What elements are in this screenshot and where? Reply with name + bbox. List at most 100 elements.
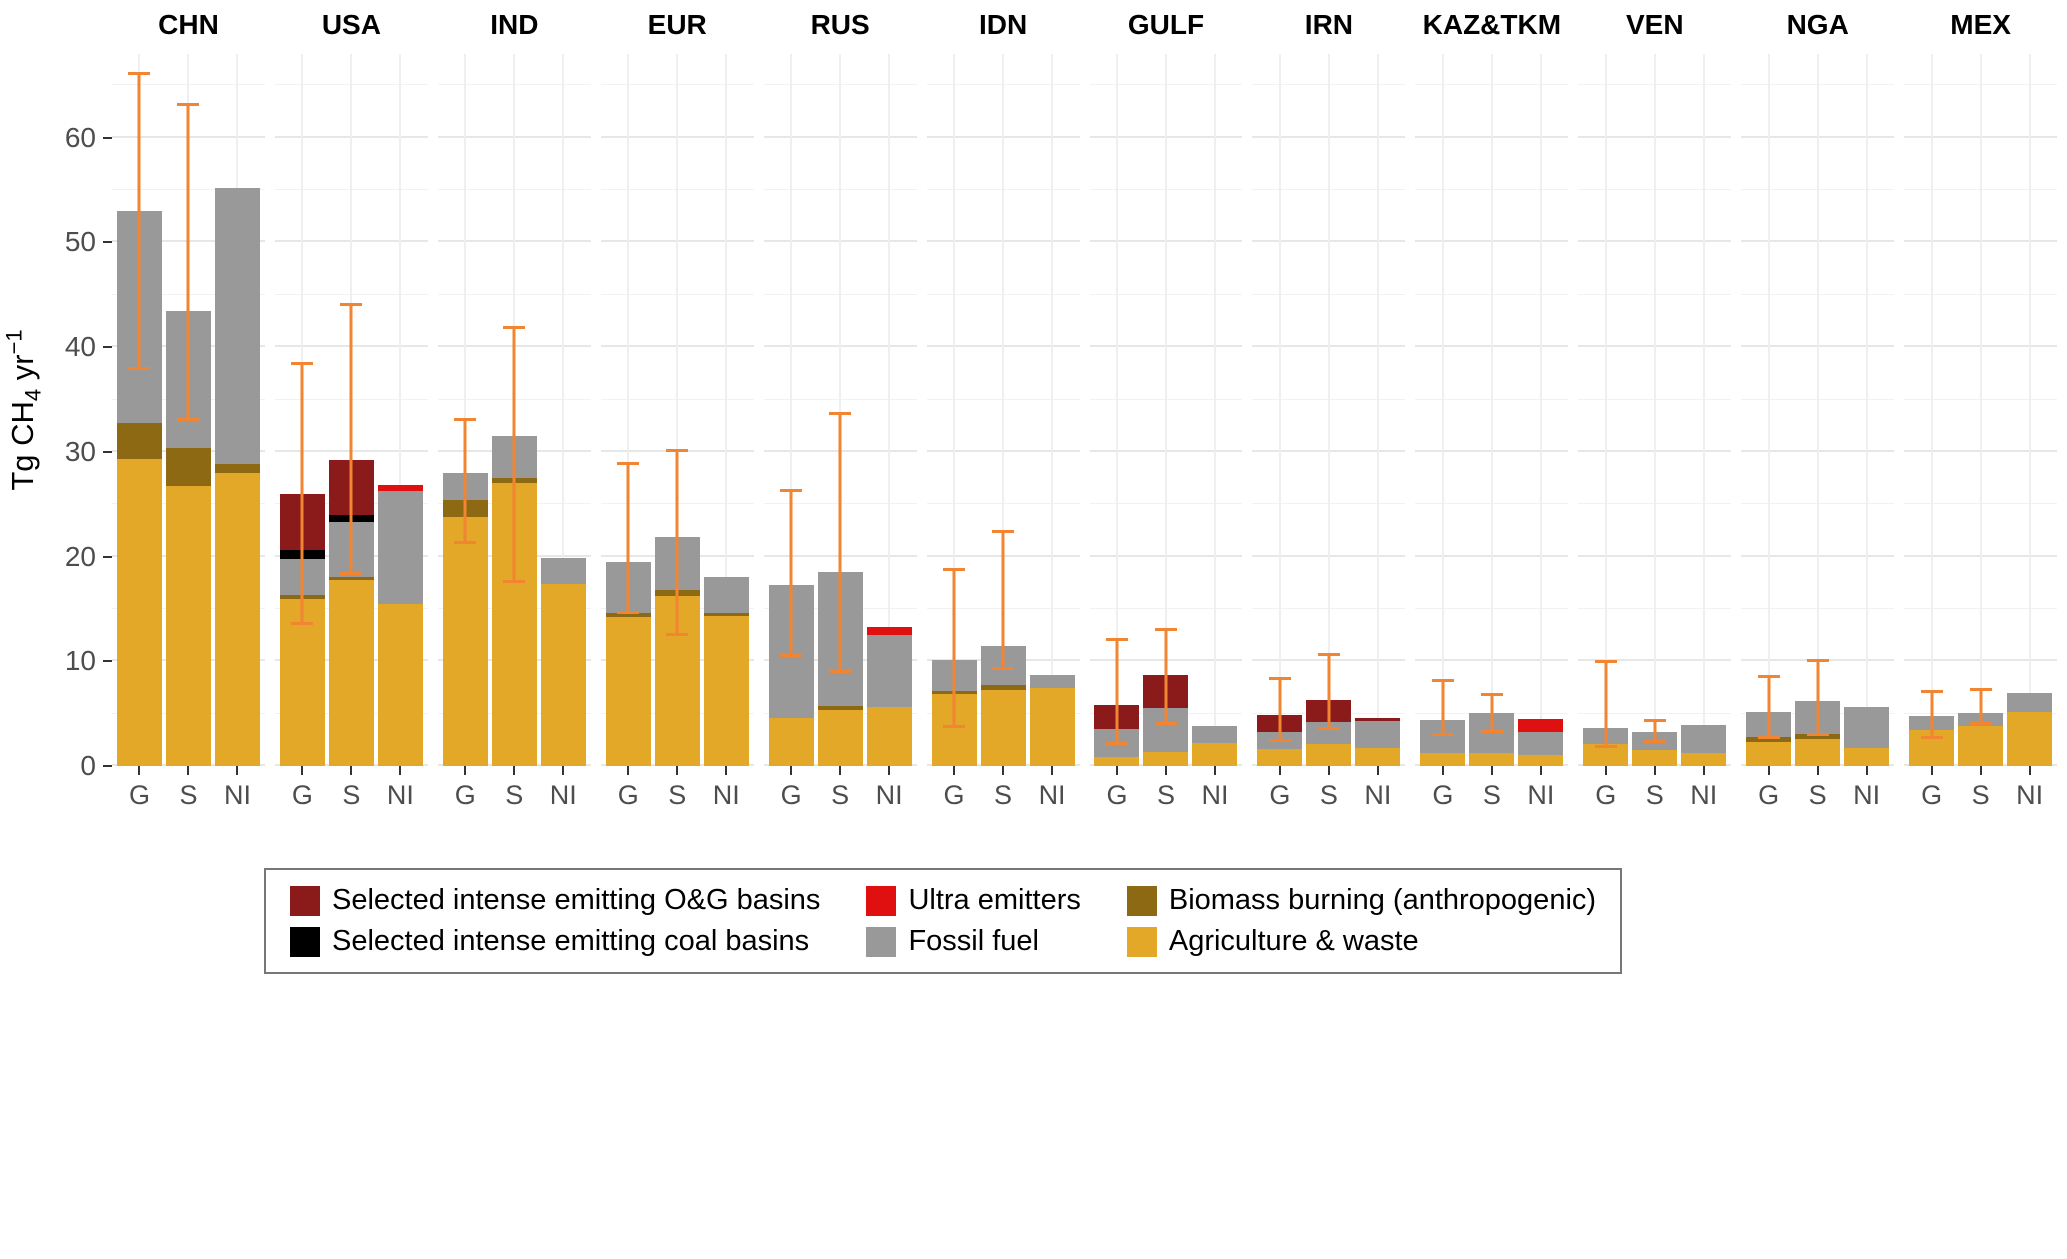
- legend: Selected intense emitting O&G basins Ultr…: [264, 868, 1623, 974]
- x-tick-mark: [1376, 766, 1379, 775]
- error-bar-cap-top: [1643, 718, 1666, 722]
- legend-label: Agriculture & waste: [1168, 925, 1419, 957]
- facet-title: IND: [490, 9, 539, 40]
- facet-title: GULF: [1127, 9, 1205, 40]
- x-tick-label: S: [1469, 766, 1514, 830]
- bar-segment-og: [1355, 717, 1401, 722]
- bar-segment-agriculture: [980, 689, 1026, 766]
- bar-S: [328, 54, 374, 766]
- x-tick-mark: [1327, 766, 1330, 775]
- x-axis: G S NI: [601, 766, 754, 830]
- bar-NI: [1681, 54, 1727, 766]
- x-tick-label: NI: [1030, 766, 1075, 830]
- error-bar-line: [1278, 677, 1282, 742]
- gridline-vertical: [1490, 54, 1493, 766]
- error-bar-cap-top: [177, 103, 200, 107]
- bar-segment-agriculture: [817, 709, 863, 766]
- error-bar-cap-top: [829, 412, 852, 416]
- facet-title: USA: [321, 9, 381, 40]
- chart: Tg CH4 yr−1 0 10 20 30 40 50 60 CHN G S NI USA G S NI…: [0, 8, 2067, 830]
- error-bar-line: [1115, 638, 1119, 746]
- gridline-vertical: [399, 54, 402, 766]
- x-tick-label: G: [1746, 766, 1791, 830]
- bar-NI: [2007, 54, 2053, 766]
- x-tick-label: NI: [704, 766, 749, 830]
- gridline-vertical: [1816, 54, 1819, 766]
- gridline-vertical: [1002, 54, 1005, 766]
- error-bar: [780, 488, 803, 658]
- error-bar-line: [1604, 660, 1608, 749]
- bar-segment-fossil: [1192, 726, 1238, 743]
- bar-stack: [980, 645, 1026, 766]
- x-tick-mark: [676, 766, 679, 775]
- x-axis: G S NI: [927, 766, 1080, 830]
- facet-EUR: EUR G S NI: [600, 8, 754, 830]
- error-bar-cap-top: [992, 530, 1015, 534]
- legend-label: Biomass burning (anthropogenic): [1168, 884, 1597, 916]
- bar-S: [1143, 54, 1189, 766]
- error-bar: [128, 71, 151, 371]
- gridline-vertical: [1164, 54, 1167, 766]
- bar-segment-agriculture: [377, 603, 423, 766]
- bar-G: [1746, 54, 1792, 766]
- bar-stack: [1681, 725, 1727, 766]
- gridline-vertical: [1865, 54, 1868, 766]
- facet-title: IRN: [1304, 9, 1354, 40]
- gridline-vertical: [1979, 54, 1982, 766]
- x-tick-mark: [1767, 766, 1770, 775]
- y-axis-top-spacer: [48, 8, 112, 54]
- bar-segment-ultra: [866, 626, 912, 636]
- bar-G: [768, 54, 814, 766]
- bar-NI: [377, 54, 423, 766]
- x-tick-label: NI: [1844, 766, 1889, 830]
- bar-G: [442, 54, 488, 766]
- x-tick-label: S: [818, 766, 863, 830]
- error-bar-cap-top: [128, 71, 151, 75]
- y-tick-label: 40: [64, 331, 96, 363]
- error-bar-cap-top: [454, 418, 477, 422]
- x-axis: G S NI: [1090, 766, 1243, 830]
- error-bar-line: [1979, 687, 1983, 726]
- legend-swatch-og: [290, 885, 320, 916]
- bar-group: [927, 54, 1080, 766]
- x-tick-mark: [1115, 766, 1118, 775]
- bar-segment-biomass: [328, 576, 374, 580]
- bar-segment-agriculture: [1306, 744, 1352, 766]
- facet-plot-panel: [1089, 54, 1243, 766]
- bar-G: [1257, 54, 1303, 766]
- y-tick-mark: [103, 136, 112, 139]
- gridline-vertical: [2028, 54, 2031, 766]
- bar-segment-biomass: [1746, 736, 1792, 742]
- error-bar-line: [1490, 692, 1494, 733]
- legend-swatch-biomass: [1126, 885, 1157, 916]
- y-tick-mark: [103, 450, 112, 453]
- bar-segment-fossil: [377, 490, 423, 604]
- error-bar: [340, 303, 363, 576]
- error-bar-cap-top: [1317, 652, 1340, 656]
- bar-segment-biomass: [116, 422, 162, 460]
- error-bar: [829, 412, 852, 673]
- legend-swatch-coal: [290, 926, 320, 957]
- facet-title: IDN: [978, 9, 1028, 40]
- bar-group: [1904, 54, 2057, 766]
- gridline-vertical: [627, 54, 630, 766]
- gridline-vertical: [1327, 54, 1330, 766]
- x-axis: G S NI: [1252, 766, 1405, 830]
- x-axis: G S NI: [1741, 766, 1894, 830]
- bar-segment-agriculture: [1583, 744, 1629, 766]
- x-tick-label: S: [166, 766, 211, 830]
- x-tick-mark: [1441, 766, 1444, 775]
- x-axis: G S NI: [1415, 766, 1568, 830]
- error-bar-cap-top: [1154, 627, 1177, 631]
- error-bar: [1268, 677, 1291, 742]
- facet-RUS: RUS G S NI: [763, 8, 917, 830]
- bar-segment-agriculture: [328, 579, 374, 766]
- error-bar-cap-bottom: [1920, 735, 1943, 739]
- x-tick-mark: [1278, 766, 1281, 775]
- bar-stack: [866, 626, 912, 766]
- bar-S: [1632, 54, 1678, 766]
- gridline-vertical: [953, 54, 956, 766]
- gridline-vertical: [888, 54, 891, 766]
- y-axis-title: Tg CH4 yr−1: [2, 329, 47, 490]
- error-bar-line: [1767, 674, 1771, 739]
